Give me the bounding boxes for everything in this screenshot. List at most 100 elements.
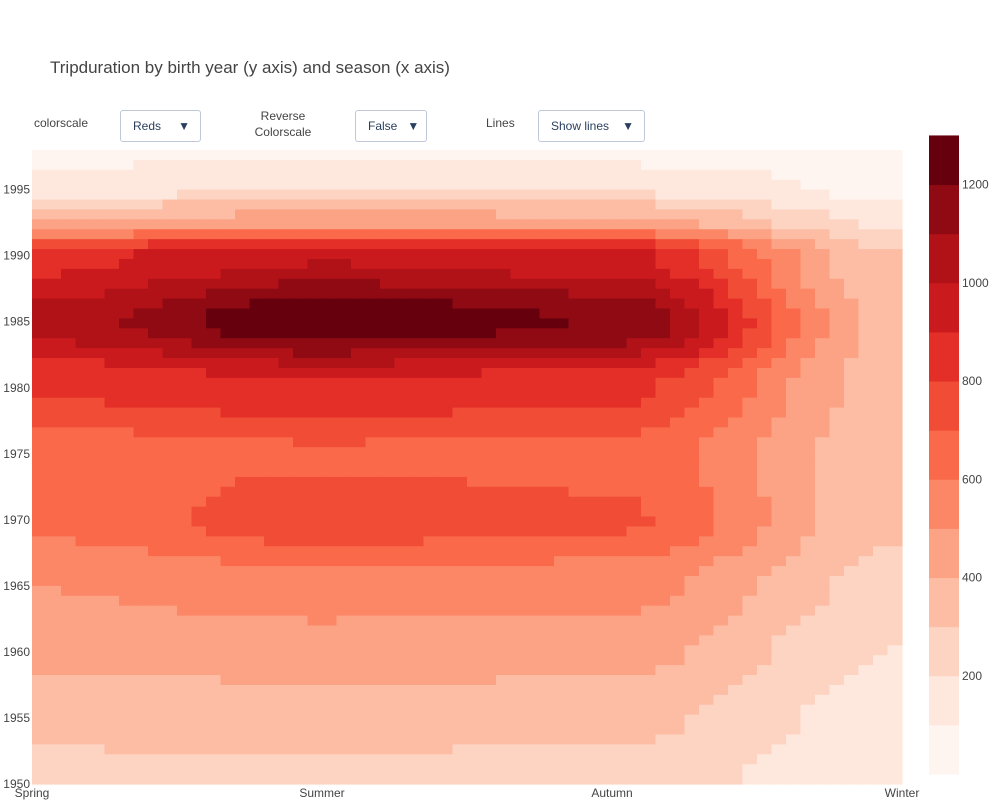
contour-cell (481, 556, 497, 567)
contour-cell (307, 298, 323, 310)
contour-cell (858, 714, 874, 726)
contour-cell (554, 774, 570, 785)
contour-cell (191, 407, 207, 419)
contour-cell (46, 496, 62, 508)
contour-cell (699, 764, 715, 775)
contour-cell (322, 278, 338, 290)
contour-cell (452, 249, 468, 260)
contour-cell (235, 556, 251, 567)
contour-cell (786, 199, 802, 211)
contour-cell (583, 348, 599, 359)
contour-cell (249, 358, 265, 369)
contour-cell (626, 219, 642, 230)
contour-cell (191, 298, 207, 310)
contour-cell (278, 595, 294, 607)
contour-cell (148, 457, 164, 468)
contour-cell (336, 566, 352, 577)
contour-cell (148, 249, 164, 260)
contour-cell (162, 318, 178, 329)
contour-cell (249, 467, 265, 478)
contour-cell (438, 655, 454, 666)
contour-cell (423, 665, 439, 676)
contour-cell (800, 744, 816, 755)
contour-cell (191, 496, 207, 508)
contour-cell (61, 229, 77, 240)
contour-cell (525, 744, 541, 755)
contour-cell (742, 704, 758, 716)
contour-cell (380, 268, 396, 280)
contour-cell (177, 417, 193, 428)
contour-cell (119, 159, 135, 171)
y-tick-label: 1980 (3, 381, 30, 395)
contour-cell (728, 665, 744, 676)
contour-cell (800, 447, 816, 458)
contour-cell (641, 249, 657, 260)
contour-cell (104, 377, 120, 389)
contour-cell (90, 684, 106, 696)
contour-cell (46, 278, 62, 290)
contour-cell (394, 427, 410, 438)
contour-cell (235, 764, 251, 775)
contour-cell (873, 437, 889, 448)
contour-cell (728, 585, 744, 597)
contour-cell (539, 585, 555, 597)
reverse-colorscale-dropdown[interactable]: False ▼ (355, 110, 427, 142)
contour-cell (380, 486, 396, 498)
contour-cell (336, 239, 352, 250)
contour-cell (423, 229, 439, 240)
contour-cell (641, 506, 657, 518)
contour-cell (264, 694, 280, 706)
contour-cell (684, 249, 700, 260)
contour-cell (496, 278, 512, 290)
contour-cell (423, 447, 439, 458)
contour-cell (771, 189, 787, 201)
contour-cell (539, 714, 555, 726)
contour-cell (90, 665, 106, 676)
contour-cell (887, 348, 903, 359)
contour-cell (162, 298, 178, 310)
colorbar-segment (929, 675, 959, 726)
contour-cell (699, 328, 715, 339)
contour-cell (452, 457, 468, 468)
contour-cell (539, 516, 555, 528)
contour-cell (423, 179, 439, 191)
contour-cell (771, 615, 787, 627)
contour-cell (365, 308, 381, 320)
contour-cell (206, 377, 222, 389)
contour-cell (844, 506, 860, 518)
contour-cell (568, 338, 584, 349)
contour-cell (568, 704, 584, 716)
contour-cell (61, 605, 77, 617)
colorscale-dropdown[interactable]: Reds ▼ (120, 110, 201, 142)
contour-cell (525, 665, 541, 676)
contour-cell (887, 298, 903, 310)
contour-cell (771, 754, 787, 765)
contour-cell (61, 268, 77, 280)
contour-cell (510, 595, 526, 607)
contour-cell (713, 546, 729, 557)
contour-cell (307, 694, 323, 706)
contour-cell (220, 447, 236, 458)
contour-cell (90, 387, 106, 399)
contour-cell (423, 496, 439, 508)
contour-cell (90, 486, 106, 498)
lines-dropdown[interactable]: Show lines ▼ (538, 110, 645, 142)
contour-cell (655, 546, 671, 557)
contour-cell (148, 179, 164, 191)
contour-cell (293, 486, 309, 498)
contour-cell (467, 437, 483, 448)
contour-cell (626, 625, 642, 637)
contour-cell (177, 298, 193, 310)
contour-cell (119, 169, 135, 181)
contour-cell (597, 536, 613, 547)
contour-cell (322, 635, 338, 646)
contour-cell (481, 258, 497, 270)
contour-cell (90, 318, 106, 329)
contour-cell (844, 655, 860, 666)
contour-cell (148, 496, 164, 508)
contour-cell (670, 526, 686, 537)
contour-cell (786, 754, 802, 765)
contour-cell (75, 258, 91, 270)
contour-cell (249, 298, 265, 310)
contour-cell (438, 249, 454, 260)
